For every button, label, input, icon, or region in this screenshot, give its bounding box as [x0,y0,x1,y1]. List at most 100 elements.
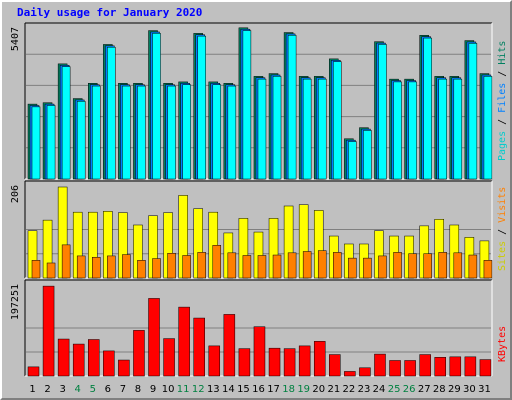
day-label: 18 [282,384,295,395]
pages-bar [31,106,41,180]
day-label: 28 [433,384,446,395]
y-max-label: 197251 [10,284,21,320]
visits-bar [378,255,387,279]
visits-bar [61,244,71,279]
pages-bar [453,78,463,180]
day-label: 7 [120,384,126,395]
pages-bar [107,46,116,180]
kbytes-bar [178,306,190,377]
visits-bar [107,255,116,279]
day-label: 6 [105,384,111,395]
day-label: 3 [59,384,65,395]
day-label: 31 [478,384,491,395]
day-label: 16 [252,384,265,395]
legend-entry: Hits [497,41,508,65]
pages-bar [333,61,342,180]
visits-bar [167,253,176,279]
kbytes-bar [133,330,145,377]
kbytes-bar [223,314,236,377]
visits-bar [182,255,191,279]
pages-bar [483,76,493,180]
legend-entry: KBytes [497,326,508,362]
day-label: 30 [463,384,476,395]
pages-bar [302,78,312,180]
pages-bar [167,85,176,180]
kbytes-bar [464,356,477,377]
pages-bar [423,37,432,180]
kbytes-bar [434,357,446,377]
day-axis: 1 2 3 4 5 6 7 8 9 10 11 12 13 14 15 16 17 18 19 20 21 22 23 24 2… [29,384,490,395]
legend-entry: Files [497,83,508,113]
pages-bar [408,81,417,180]
kbytes-bar [42,285,55,377]
visits-bar [92,256,101,279]
chart-title: Daily usage for January 2020 [17,6,202,19]
visits-bar [438,252,447,279]
visits-bar [212,245,222,279]
kbytes-bar [479,359,492,377]
panel-visits-sites: 206 Sites / Visits [10,180,508,279]
pages-bar [137,85,146,180]
kbytes-bar [238,348,251,377]
visits-bar [257,255,267,279]
visits-bar [287,252,297,279]
day-label: 29 [448,384,461,395]
kbytes-bar [374,353,386,377]
legend-entry: / [497,65,508,83]
visits-bar [137,260,146,279]
visits-bar [242,255,252,279]
day-label: 24 [373,384,386,395]
kbytes-bar [344,371,356,377]
pages-bar [363,130,372,180]
visits-bar [197,252,206,279]
visits-bar [152,258,161,279]
pages-bar [197,35,206,180]
kbytes-bar [27,366,40,377]
day-label: 13 [207,384,220,395]
day-label: 15 [237,384,250,395]
pages-bar [242,30,252,180]
visits-bar [317,250,327,279]
pages-bar [152,33,161,180]
kbytes-bar [298,345,311,377]
day-label: 26 [403,384,416,395]
kbytes-bar [57,338,70,377]
panel-legend: Sites / Visits [497,187,508,271]
day-label: 27 [418,384,431,395]
day-label: 2 [44,384,50,395]
visits-bar [453,252,463,279]
visits-bar [363,257,372,279]
pages-bar [287,35,297,180]
pages-bar [257,78,267,180]
visits-bar [31,260,41,279]
kbytes-bar [283,348,296,377]
day-label: 19 [297,384,310,395]
day-label: 20 [312,384,325,395]
visits-bar [76,255,86,279]
kbytes-bar [268,347,281,377]
visits-bar [408,253,417,279]
visits-bar [272,254,282,279]
pages-bar [92,85,101,180]
legend-entry: Visits [497,187,508,223]
legend-entry: Sites [497,241,508,271]
y-max-label: 206 [10,185,21,203]
day-label: 23 [358,384,371,395]
pages-bar [438,78,447,180]
kbytes-bar [359,367,371,377]
panel-kbytes: 197251 KBytes [10,279,508,377]
pages-bar [393,81,402,180]
pages-bar [272,76,282,180]
panel-hits-files-pages: 5407 Pages / Files / Hits [10,22,508,180]
day-label: 22 [343,384,356,395]
visits-bar [46,262,56,279]
kbytes-bar [193,317,205,377]
kbytes-bar [148,298,160,377]
day-label: 1 [29,384,35,395]
kbytes-bar [404,360,416,377]
pages-bar [76,101,86,180]
kbytes-bar [449,356,462,377]
visits-bar [468,254,478,279]
kbytes-bar [419,354,431,377]
legend-entry: Pages [497,131,508,161]
